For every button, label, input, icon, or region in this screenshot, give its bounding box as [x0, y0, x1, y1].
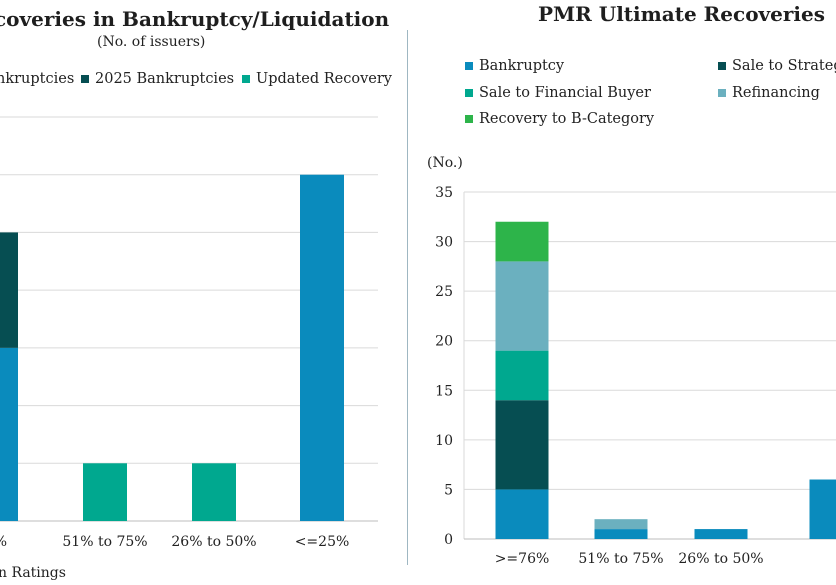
right-legend-label: Recovery to B-Category	[479, 111, 655, 127]
y-tick-label: 5	[444, 482, 453, 498]
y-tick-label: 30	[435, 235, 453, 251]
left-chart-subtitle: (No. of issuers)	[97, 34, 206, 50]
right-legend-item-sale-to-strategic: Sale to Strategic	[718, 58, 836, 74]
x-tick-label: 26% to 50%	[678, 551, 763, 567]
left-legend-label: 2025 Bankruptcies	[95, 71, 235, 87]
y-tick-label: 20	[435, 334, 453, 350]
legend-swatch	[465, 115, 473, 123]
right-legend-label: Sale to Strategic	[732, 58, 836, 74]
bar-updated-recovery-26-to-50	[192, 463, 236, 521]
right-legend-item-recovery-to-b-category: Recovery to B-Category	[465, 111, 654, 127]
bar-recovery-to-b-category-76	[495, 221, 549, 262]
y-tick-label: 15	[435, 383, 453, 399]
x-tick-label: 6%	[0, 534, 7, 550]
bar-bankruptcy-51-to-75	[594, 529, 648, 539]
left-chart-panel: coveries in Bankruptcy/Liquidation (No. …	[0, 0, 405, 585]
legend-swatch	[718, 89, 726, 97]
x-tick-label: >=76%	[495, 551, 550, 567]
right-legend-label: Refinancing	[732, 85, 820, 101]
legend-swatch	[242, 75, 250, 83]
left-chart-title: coveries in Bankruptcy/Liquidation	[0, 7, 390, 31]
x-tick-label: 26% to 50%	[171, 534, 256, 550]
left-chart-plot: 6% 51% to 75% 26% to 50% <=25%	[0, 116, 378, 550]
right-legend-item-sale-to-financial-buyer: Sale to Financial Buyer	[465, 85, 651, 101]
right-legend-item-bankruptcy: Bankruptcy	[465, 58, 564, 74]
y-tick-label: 0	[444, 532, 453, 548]
right-legend-label: Sale to Financial Buyer	[479, 85, 651, 101]
right-chart-panel: PMR Ultimate Recoveries Bankruptcy Sale …	[410, 0, 836, 585]
left-legend-label: Updated Recovery	[256, 71, 392, 87]
left-legend-item-bankruptcies: nkruptcies	[0, 71, 74, 87]
x-tick-label: 51% to 75%	[578, 551, 663, 567]
bar-sale-to-financial-buyer-76	[495, 350, 549, 401]
left-legend-item-2025-bankruptcies: 2025 Bankruptcies	[81, 71, 234, 87]
left-chart-footnote: n Ratings	[0, 565, 66, 581]
bar-nkruptcies-25	[300, 174, 344, 521]
bar-refinancing-51-to-75	[594, 519, 648, 530]
bar-updated-recovery-51-to-75	[83, 463, 127, 521]
panel-divider	[407, 30, 408, 565]
bar-refinancing-76	[495, 261, 549, 351]
left-legend-item-updated-recovery: Updated Recovery	[242, 71, 392, 87]
y-tick-label: 35	[435, 185, 453, 201]
bar-2025-bankruptcies-6	[0, 232, 18, 348]
right-legend-label: Bankruptcy	[479, 58, 565, 74]
bar-bankruptcy-blank	[809, 479, 836, 539]
x-tick-label: 51% to 75%	[62, 534, 147, 550]
y-tick-label: 10	[435, 433, 453, 449]
x-tick-label: <=25%	[295, 534, 350, 550]
right-chart-plot: 0 5 10 15 20 25 30 35 >=76% 51% to 75% 26% to 50%	[435, 185, 836, 567]
legend-swatch	[465, 89, 473, 97]
bar-nkruptcies-6	[0, 347, 18, 521]
legend-swatch	[81, 75, 89, 83]
y-tick-label: 25	[435, 284, 453, 300]
bar-bankruptcy-26-to-50	[694, 529, 748, 539]
legend-swatch	[718, 62, 726, 70]
right-chart-y-unit: (No.)	[427, 155, 463, 171]
bar-bankruptcy-76	[495, 489, 549, 539]
legend-swatch	[465, 62, 473, 70]
right-legend-item-refinancing: Refinancing	[718, 85, 820, 101]
bar-sale-to-strategic-76	[495, 400, 549, 490]
left-legend-label: nkruptcies	[0, 71, 75, 87]
right-chart-title: PMR Ultimate Recoveries	[538, 2, 826, 26]
